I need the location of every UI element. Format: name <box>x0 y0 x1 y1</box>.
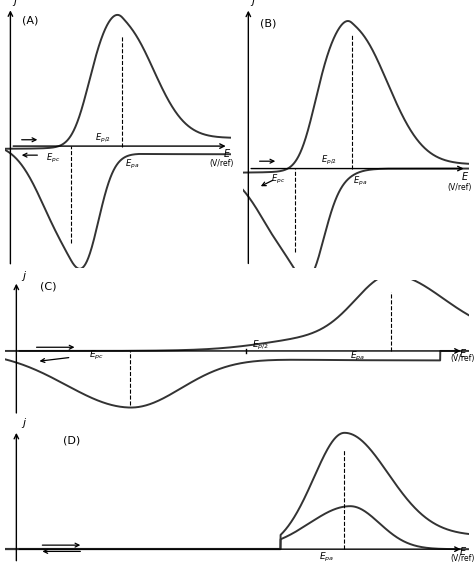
Text: $E_{pc}$: $E_{pc}$ <box>89 349 104 362</box>
Text: (C): (C) <box>39 281 56 291</box>
Text: (D): (D) <box>63 436 80 446</box>
Text: $E_{p/2}$: $E_{p/2}$ <box>95 132 111 145</box>
Text: E: E <box>460 349 466 359</box>
Text: E: E <box>460 548 466 557</box>
Text: $E_{p/2}$: $E_{p/2}$ <box>252 339 268 352</box>
Text: (A): (A) <box>22 16 38 26</box>
Text: (V/ref): (V/ref) <box>451 355 474 364</box>
Text: $E_{pa}$: $E_{pa}$ <box>350 349 365 363</box>
Text: j: j <box>22 419 25 428</box>
Text: (B): (B) <box>260 19 276 29</box>
Text: $E_{p/2}$: $E_{p/2}$ <box>320 154 337 167</box>
Text: (V/ref): (V/ref) <box>448 183 472 192</box>
Text: E: E <box>224 149 230 159</box>
Text: $E_{pc}$: $E_{pc}$ <box>271 172 285 186</box>
Text: $E_{pc}$: $E_{pc}$ <box>46 152 60 165</box>
Text: $E_{pa}$: $E_{pa}$ <box>353 175 367 188</box>
Text: j: j <box>251 0 254 6</box>
Text: j: j <box>22 271 25 281</box>
Text: (V/ref): (V/ref) <box>210 159 234 168</box>
Text: (V/ref): (V/ref) <box>451 554 474 563</box>
Text: $E_{pa}$: $E_{pa}$ <box>319 552 335 564</box>
Text: j: j <box>13 0 17 6</box>
Text: $E_{pa}$: $E_{pa}$ <box>125 158 139 171</box>
Text: E: E <box>462 172 468 182</box>
